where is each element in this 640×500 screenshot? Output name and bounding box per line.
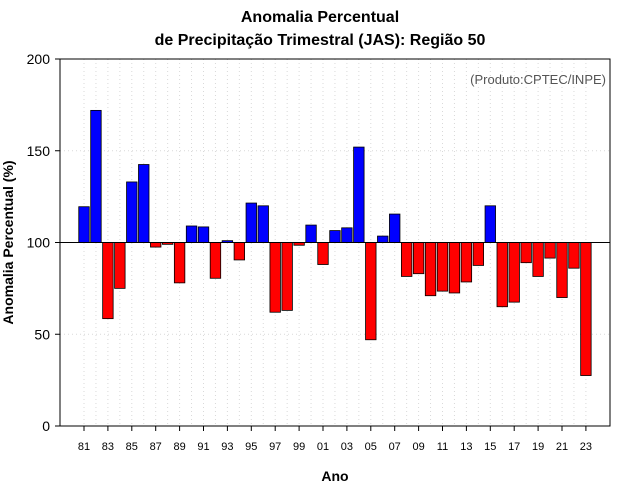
bar-06 <box>377 235 389 243</box>
x-tick-label: 97 <box>269 441 281 453</box>
y-axis: 0 50 100 150 200 <box>27 51 60 434</box>
x-tick-label: 83 <box>102 441 114 453</box>
chart-title: Anomalia Percentual <box>240 9 400 26</box>
bar-91 <box>197 226 210 243</box>
bar-22 <box>568 242 580 269</box>
bar-84 <box>114 242 126 289</box>
bar-96 <box>257 205 269 243</box>
x-tick-label: 99 <box>293 441 305 453</box>
bar-12 <box>448 242 461 294</box>
bar-09 <box>412 242 425 275</box>
x-tick-label: 17 <box>508 441 520 453</box>
x-tick-label: 15 <box>484 441 496 453</box>
bar-13 <box>460 242 473 283</box>
bar-00 <box>305 224 317 243</box>
bar-97 <box>269 242 281 313</box>
x-tick-label: 09 <box>412 441 424 453</box>
bar-85 <box>126 181 138 243</box>
y-tick-label: 200 <box>27 51 51 67</box>
bar-83 <box>102 242 114 320</box>
bar-04 <box>353 146 365 243</box>
x-tick-label: 07 <box>389 441 401 453</box>
bar-82 <box>90 109 102 243</box>
bar-14 <box>472 242 485 266</box>
chart-subtitle: de Precipitação Trimestral (JAS): Região… <box>154 32 486 49</box>
bar-18 <box>520 242 532 264</box>
x-tick-label: 23 <box>580 441 592 453</box>
x-tick-label: 81 <box>78 441 90 453</box>
x-tick-label: 01 <box>317 441 329 453</box>
y-axis-label: Anomalia Percentual (%) <box>0 160 16 324</box>
x-tick-label: 11 <box>437 441 448 453</box>
bar-92 <box>209 242 222 279</box>
bar-10 <box>424 242 437 297</box>
bar-01 <box>317 242 329 265</box>
x-tick-label: 03 <box>341 441 353 453</box>
x-tick-label: 91 <box>197 441 209 453</box>
bar-81 <box>78 206 90 243</box>
bar-89 <box>173 242 186 284</box>
bar-07 <box>389 213 401 243</box>
bar-19 <box>532 242 544 277</box>
bar-11 <box>436 242 449 292</box>
x-tick-label: 89 <box>173 441 185 453</box>
x-tick-label: 93 <box>221 441 233 453</box>
x-tick-label: 95 <box>245 441 257 453</box>
x-tick-label: 05 <box>365 441 377 453</box>
bar-03 <box>341 227 353 243</box>
bar-94 <box>233 242 246 261</box>
y-tick-label: 100 <box>27 235 51 251</box>
y-tick-label: 150 <box>27 143 51 159</box>
bar-05 <box>365 242 377 341</box>
y-tick-label: 0 <box>42 418 50 434</box>
x-tick-label: 85 <box>126 441 138 453</box>
bar-86 <box>138 164 150 243</box>
bar-20 <box>544 242 556 259</box>
bar-90 <box>185 225 198 243</box>
credit-label: (Produto:CPTEC/INPE) <box>470 72 606 87</box>
bar-16 <box>496 242 508 308</box>
bar-23 <box>580 242 592 376</box>
bar-17 <box>508 242 520 303</box>
x-tick-label: 13 <box>460 441 472 453</box>
x-tick-label: 19 <box>532 441 544 453</box>
bar-15 <box>484 205 496 243</box>
y-tick-label: 50 <box>34 326 50 342</box>
x-tick-label: 21 <box>556 441 568 453</box>
bar-08 <box>400 242 413 277</box>
x-axis: 81 83 85 87 89 91 93 95 97 99 01 03 05 07 09 11 13 15 17 19… <box>78 426 592 453</box>
bar-98 <box>281 242 293 311</box>
bar-02 <box>329 230 341 243</box>
bar-87 <box>150 242 162 248</box>
bar-95 <box>245 202 257 243</box>
x-tick-label: 87 <box>150 441 162 453</box>
bar-21 <box>556 242 568 298</box>
x-axis-label: Ano <box>321 468 348 484</box>
